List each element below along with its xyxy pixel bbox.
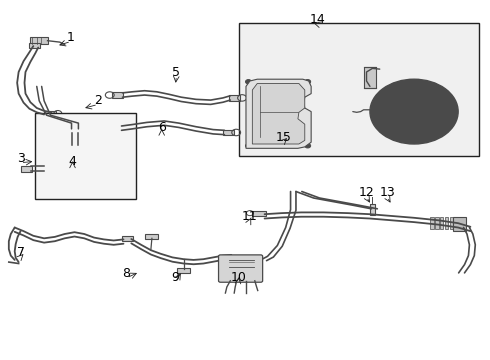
FancyBboxPatch shape: [219, 255, 263, 282]
Text: 2: 2: [94, 94, 102, 107]
Text: 3: 3: [17, 152, 24, 165]
Text: 13: 13: [379, 186, 395, 199]
Circle shape: [449, 108, 458, 115]
Bar: [370, 204, 375, 215]
Polygon shape: [252, 84, 305, 144]
Bar: [450, 217, 453, 229]
Circle shape: [390, 84, 399, 90]
Bar: [112, 92, 123, 98]
Circle shape: [64, 159, 91, 179]
Text: 6: 6: [158, 121, 166, 134]
Circle shape: [305, 144, 311, 148]
Circle shape: [370, 108, 379, 115]
Text: 14: 14: [310, 13, 325, 26]
Bar: [69, 129, 83, 134]
Bar: [239, 23, 479, 156]
Bar: [29, 43, 40, 48]
Bar: [252, 211, 266, 216]
Bar: [177, 268, 190, 273]
Polygon shape: [246, 79, 311, 148]
Text: 5: 5: [172, 66, 180, 78]
Circle shape: [305, 80, 311, 84]
Bar: [453, 217, 466, 231]
Bar: [223, 130, 234, 135]
Bar: [435, 217, 439, 229]
Bar: [122, 236, 133, 241]
Bar: [229, 95, 240, 101]
Text: 4: 4: [69, 155, 76, 168]
Circle shape: [390, 94, 439, 130]
Bar: [440, 217, 443, 229]
Text: 11: 11: [242, 210, 258, 222]
Circle shape: [53, 151, 102, 187]
Bar: [430, 217, 434, 229]
Bar: [44, 111, 56, 116]
Text: 9: 9: [172, 271, 179, 284]
Bar: [30, 37, 48, 44]
Bar: [35, 113, 136, 199]
Bar: [21, 166, 32, 172]
Bar: [364, 67, 376, 88]
Circle shape: [390, 133, 399, 140]
Text: 7: 7: [17, 246, 24, 259]
Text: 8: 8: [122, 267, 130, 280]
Text: 1: 1: [67, 31, 75, 44]
Text: 12: 12: [359, 186, 374, 199]
Circle shape: [245, 144, 251, 148]
Bar: [145, 234, 158, 239]
Circle shape: [429, 84, 438, 90]
Circle shape: [370, 79, 458, 144]
Text: 15: 15: [275, 131, 291, 144]
Bar: [111, 126, 122, 132]
Bar: [445, 217, 448, 229]
Circle shape: [429, 133, 438, 140]
Circle shape: [379, 86, 449, 138]
Circle shape: [402, 103, 426, 121]
Circle shape: [44, 145, 111, 194]
Text: 10: 10: [230, 271, 246, 284]
Circle shape: [245, 80, 251, 84]
